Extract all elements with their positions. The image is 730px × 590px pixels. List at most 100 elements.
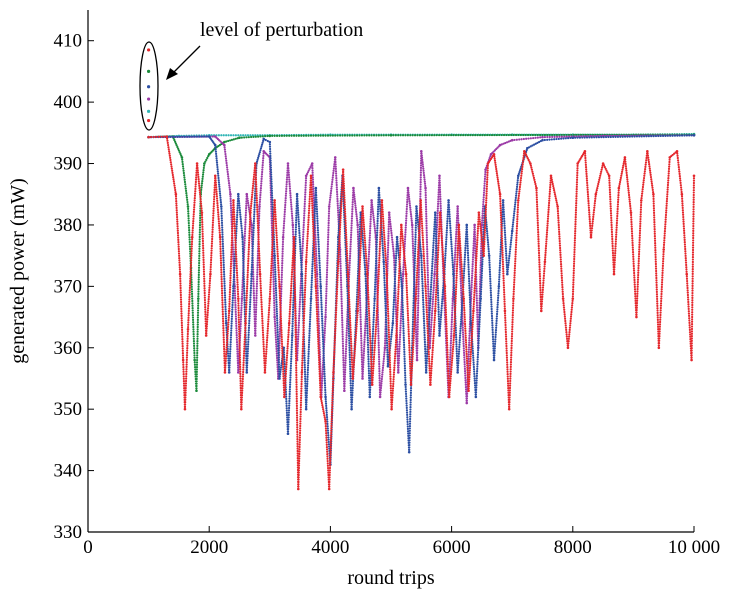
trace-dot bbox=[233, 292, 237, 295]
trace-dot bbox=[415, 209, 418, 213]
trace-dot bbox=[392, 315, 395, 318]
trace-dot bbox=[425, 233, 428, 237]
trace-dot bbox=[404, 231, 407, 234]
trace-dot bbox=[268, 145, 272, 148]
trace-dot bbox=[297, 134, 300, 137]
trace-dot bbox=[322, 349, 325, 352]
trace-dot bbox=[235, 327, 238, 330]
trace-dot bbox=[341, 342, 345, 345]
trace-dot bbox=[310, 292, 313, 296]
trace-dot bbox=[255, 301, 258, 304]
trace-dot bbox=[184, 183, 187, 186]
trace-dot bbox=[408, 436, 411, 440]
trace-dot bbox=[411, 320, 415, 323]
trace-dot bbox=[324, 318, 327, 321]
trace-dot bbox=[290, 134, 293, 137]
trace-dot bbox=[317, 238, 320, 241]
trace-dot bbox=[234, 306, 237, 309]
trace-dot bbox=[439, 195, 442, 198]
trace-dot bbox=[327, 440, 330, 444]
trace-dot bbox=[214, 146, 217, 149]
trace-dot bbox=[287, 409, 291, 412]
trace-dot bbox=[423, 343, 427, 346]
trace-dot bbox=[350, 229, 353, 232]
trace-dot bbox=[421, 296, 425, 299]
trace-dot bbox=[417, 285, 420, 288]
trace-dot bbox=[241, 292, 244, 296]
trace-dot bbox=[406, 430, 410, 433]
trace-dot bbox=[241, 240, 244, 243]
trace-dot bbox=[382, 357, 385, 361]
trace-dot bbox=[425, 217, 428, 220]
trace-dot bbox=[240, 313, 243, 316]
trace-dot bbox=[272, 290, 275, 293]
trace-dot bbox=[222, 268, 226, 271]
trace-dot bbox=[248, 312, 251, 315]
trace-dot bbox=[318, 268, 321, 272]
trace-dot bbox=[425, 226, 428, 230]
trace-dot bbox=[241, 285, 244, 289]
trace-dot bbox=[307, 348, 310, 351]
trace-dot bbox=[326, 250, 329, 253]
trace-dot bbox=[222, 249, 225, 252]
data-point bbox=[424, 186, 427, 190]
trace-dot bbox=[343, 387, 346, 390]
trace-dot bbox=[383, 348, 386, 352]
trace-dot bbox=[230, 317, 233, 320]
trace-dot bbox=[384, 311, 387, 314]
trace-dot bbox=[256, 264, 259, 267]
trace-dot bbox=[380, 377, 383, 381]
trace-dot bbox=[389, 337, 393, 341]
trace-dot bbox=[302, 219, 306, 222]
trace-dot bbox=[341, 321, 344, 324]
trace-dot bbox=[358, 299, 362, 302]
trace-dot bbox=[276, 333, 279, 336]
trace-dot bbox=[404, 221, 408, 225]
trace-dot bbox=[349, 252, 352, 255]
trace-dot bbox=[241, 233, 244, 237]
trace-dot bbox=[324, 322, 327, 326]
trace-dot bbox=[426, 266, 429, 270]
trace-dot bbox=[275, 303, 278, 306]
data-point bbox=[241, 235, 244, 239]
trace-dot bbox=[310, 279, 313, 282]
data-point bbox=[196, 297, 200, 300]
trace-dot bbox=[364, 268, 367, 271]
trace-dot bbox=[406, 413, 409, 416]
trace-dot bbox=[297, 321, 301, 324]
trace-dot bbox=[277, 347, 280, 350]
trace-dot bbox=[471, 134, 474, 137]
trace-dot bbox=[359, 330, 363, 333]
trace-dot bbox=[347, 315, 350, 319]
trace-dot bbox=[340, 290, 343, 293]
trace-dot bbox=[363, 259, 366, 262]
trace-dot bbox=[246, 352, 249, 355]
trace-dot bbox=[201, 177, 204, 180]
trace-dot bbox=[303, 354, 306, 357]
trace-dot bbox=[422, 308, 425, 311]
trace-dot bbox=[298, 305, 301, 308]
trace-dot bbox=[450, 316, 454, 319]
trace-dot bbox=[316, 229, 320, 232]
trace-dot bbox=[327, 231, 330, 234]
trace-dot bbox=[377, 327, 380, 330]
trace-dot bbox=[216, 163, 219, 166]
trace-dot bbox=[457, 217, 460, 220]
trace-dot bbox=[197, 276, 200, 279]
trace-dot bbox=[196, 323, 199, 326]
trace-dot bbox=[290, 205, 293, 208]
trace-dot bbox=[384, 307, 387, 310]
trace-dot bbox=[398, 338, 401, 341]
trace-dot bbox=[246, 359, 249, 362]
data-point bbox=[250, 272, 253, 276]
trace-dot bbox=[196, 342, 199, 345]
trace-dot bbox=[553, 133, 556, 137]
trace-dot bbox=[290, 353, 293, 356]
trace-dot bbox=[372, 216, 375, 219]
trace-dot bbox=[247, 340, 250, 344]
trace-dot bbox=[302, 134, 305, 137]
trace-dot bbox=[227, 177, 230, 180]
trace-dot bbox=[423, 180, 426, 183]
trace-dot bbox=[187, 214, 190, 218]
trace-dot bbox=[272, 266, 275, 269]
